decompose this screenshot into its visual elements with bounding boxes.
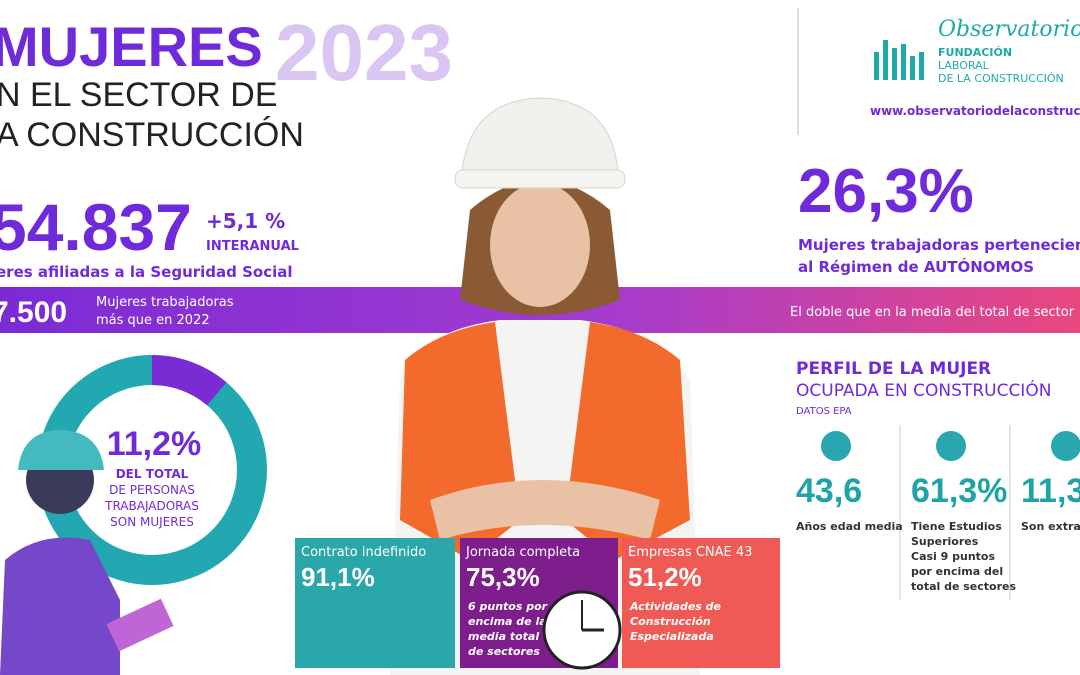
profile-caption: por encima del: [911, 565, 1003, 578]
title: MUJERES: [0, 15, 263, 78]
affiliated-caption: eres afiliadas a la Seguridad Social: [0, 263, 293, 281]
profile-title: PERFIL DE LA MUJER: [796, 359, 991, 379]
card-value: 51,2%: [628, 562, 702, 592]
card-caption: encima de la: [468, 615, 547, 628]
card-caption: Especializada: [630, 630, 714, 643]
donut-caption: DEL TOTAL: [116, 467, 189, 481]
donut-arc: [37, 355, 267, 585]
logo-url: www.observatoriodelaconstruccion: [870, 104, 1080, 118]
profile-caption: total de sectores: [911, 580, 1016, 593]
band-caption: más que en 2022: [96, 313, 210, 328]
worker-illustration: [0, 430, 174, 675]
profile-caption: Casi 9 puntos: [911, 550, 995, 563]
profile-caption: Tiene Estudios: [911, 520, 1002, 533]
card-title: Contrato indefinido: [301, 545, 426, 560]
profile-value: 11,3: [1021, 472, 1080, 510]
subtitle: A CONSTRUCCIÓN: [0, 116, 304, 154]
profile-icon: [936, 431, 966, 461]
card-value: 91,1%: [301, 562, 375, 592]
donut-caption: DE PERSONAS: [109, 483, 195, 497]
profile-icon: [1051, 431, 1080, 461]
card-caption: media total: [468, 630, 539, 643]
logo-text: LABORAL: [938, 59, 990, 72]
card-caption: Construcción: [630, 615, 711, 628]
logo-script: Observatorio: [938, 17, 1080, 42]
autonomos-value: 26,3%: [798, 157, 974, 226]
profile-title: OCUPADA EN CONSTRUCCIÓN: [796, 379, 1051, 401]
autonomos-caption: al Régimen de AUTÓNOMOS: [798, 257, 1034, 276]
profile-value: 43,6: [796, 472, 862, 510]
logo-text: FUNDACIÓN: [938, 46, 1012, 59]
donut-label: 11,2%: [107, 425, 202, 463]
profile-caption: Años edad media: [796, 520, 903, 533]
card-caption: Actividades de: [629, 600, 722, 613]
band-right: El doble que en la media del total de se…: [790, 305, 1075, 320]
card-value: 75,3%: [466, 562, 540, 592]
profile-value: 61,3%: [911, 472, 1007, 510]
band-caption: Mujeres trabajadoras: [96, 295, 234, 310]
affiliated-change-label: INTERANUAL: [206, 239, 299, 254]
photo-woman: [390, 97, 700, 675]
band-value: 7.500: [0, 296, 67, 329]
affiliated-change: +5,1 %: [206, 209, 285, 233]
profile-caption: Superiores: [911, 535, 979, 548]
card-title: Empresas CNAE 43: [628, 545, 752, 560]
card: [622, 538, 780, 668]
card: [295, 538, 455, 668]
profile-source: DATOS EPA: [796, 406, 852, 417]
profile-caption: Son extran: [1021, 520, 1080, 533]
affiliated-value: 54.837: [0, 190, 192, 264]
donut-caption: SON MUJERES: [110, 515, 194, 529]
profile-icon: [821, 431, 851, 461]
autonomos-caption: Mujeres trabajadoras pertenecient: [798, 236, 1080, 254]
logo-mark: [874, 40, 924, 80]
donut-caption: TRABAJADORAS: [104, 499, 199, 513]
card-caption: 6 puntos por: [468, 600, 548, 613]
card-title: Jornada completa: [465, 545, 580, 560]
logo-text: DE LA CONSTRUCCIÓN: [938, 72, 1064, 85]
subtitle: N EL SECTOR DE: [0, 76, 278, 114]
year: 2023: [275, 8, 453, 97]
card-caption: de sectores: [468, 645, 540, 658]
